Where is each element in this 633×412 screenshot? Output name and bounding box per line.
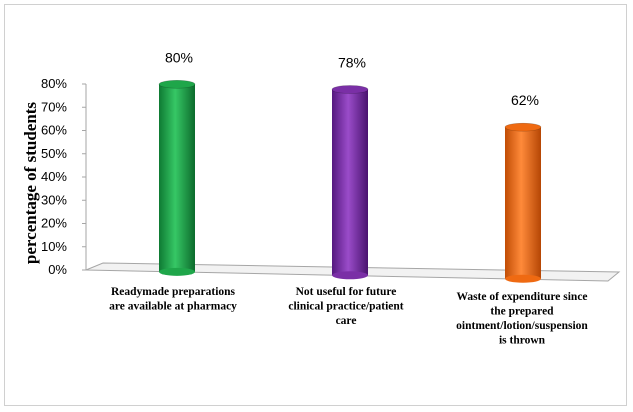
y-tick-label: 10% xyxy=(41,239,67,254)
bar-body xyxy=(159,84,195,272)
y-tick-label: 60% xyxy=(41,123,67,138)
bar-body xyxy=(332,89,368,276)
y-tick-label: 50% xyxy=(41,146,67,161)
category-label: Not useful for future clinical practice/p… xyxy=(288,286,403,327)
bar-chart: 0% 10% 20% 30% 40% 50% 60% 70% 80% 80% 78% 62% Rea… xyxy=(21,49,621,347)
y-tick-label: 0% xyxy=(48,262,67,277)
bars xyxy=(158,79,542,283)
bar-body xyxy=(505,127,541,279)
chart-frame: 0% 10% 20% 30% 40% 50% 60% 70% 80% 80% 78% 62% Rea… xyxy=(4,4,627,406)
y-axis-title: percentage of students xyxy=(21,102,40,264)
y-tick-label: 30% xyxy=(41,192,67,207)
bar-cap xyxy=(158,79,196,89)
bar xyxy=(331,85,369,280)
y-tick-label: 80% xyxy=(41,76,67,91)
bar xyxy=(504,122,542,283)
x-axis-labels: Readymade preparations are available at p… xyxy=(109,286,588,347)
category-label: Readymade preparations are available at p… xyxy=(109,286,237,313)
bar-base xyxy=(332,271,368,280)
bar-base xyxy=(159,267,195,276)
y-tick-label: 70% xyxy=(41,99,67,114)
data-label: 78% xyxy=(338,54,366,70)
category-label: Waste of expenditure since the prepared oi… xyxy=(456,291,588,347)
data-labels: 80% 78% 62% xyxy=(165,49,539,108)
data-label: 62% xyxy=(511,92,539,108)
data-label: 80% xyxy=(165,49,193,65)
y-tick-label: 40% xyxy=(41,169,67,184)
bar xyxy=(158,79,196,276)
y-tick-label: 20% xyxy=(41,216,67,231)
y-axis: 0% 10% 20% 30% 40% 50% 60% 70% 80% xyxy=(41,76,87,277)
bar-cap xyxy=(504,122,542,132)
bar-cap xyxy=(331,85,369,94)
bar-base xyxy=(505,274,541,283)
